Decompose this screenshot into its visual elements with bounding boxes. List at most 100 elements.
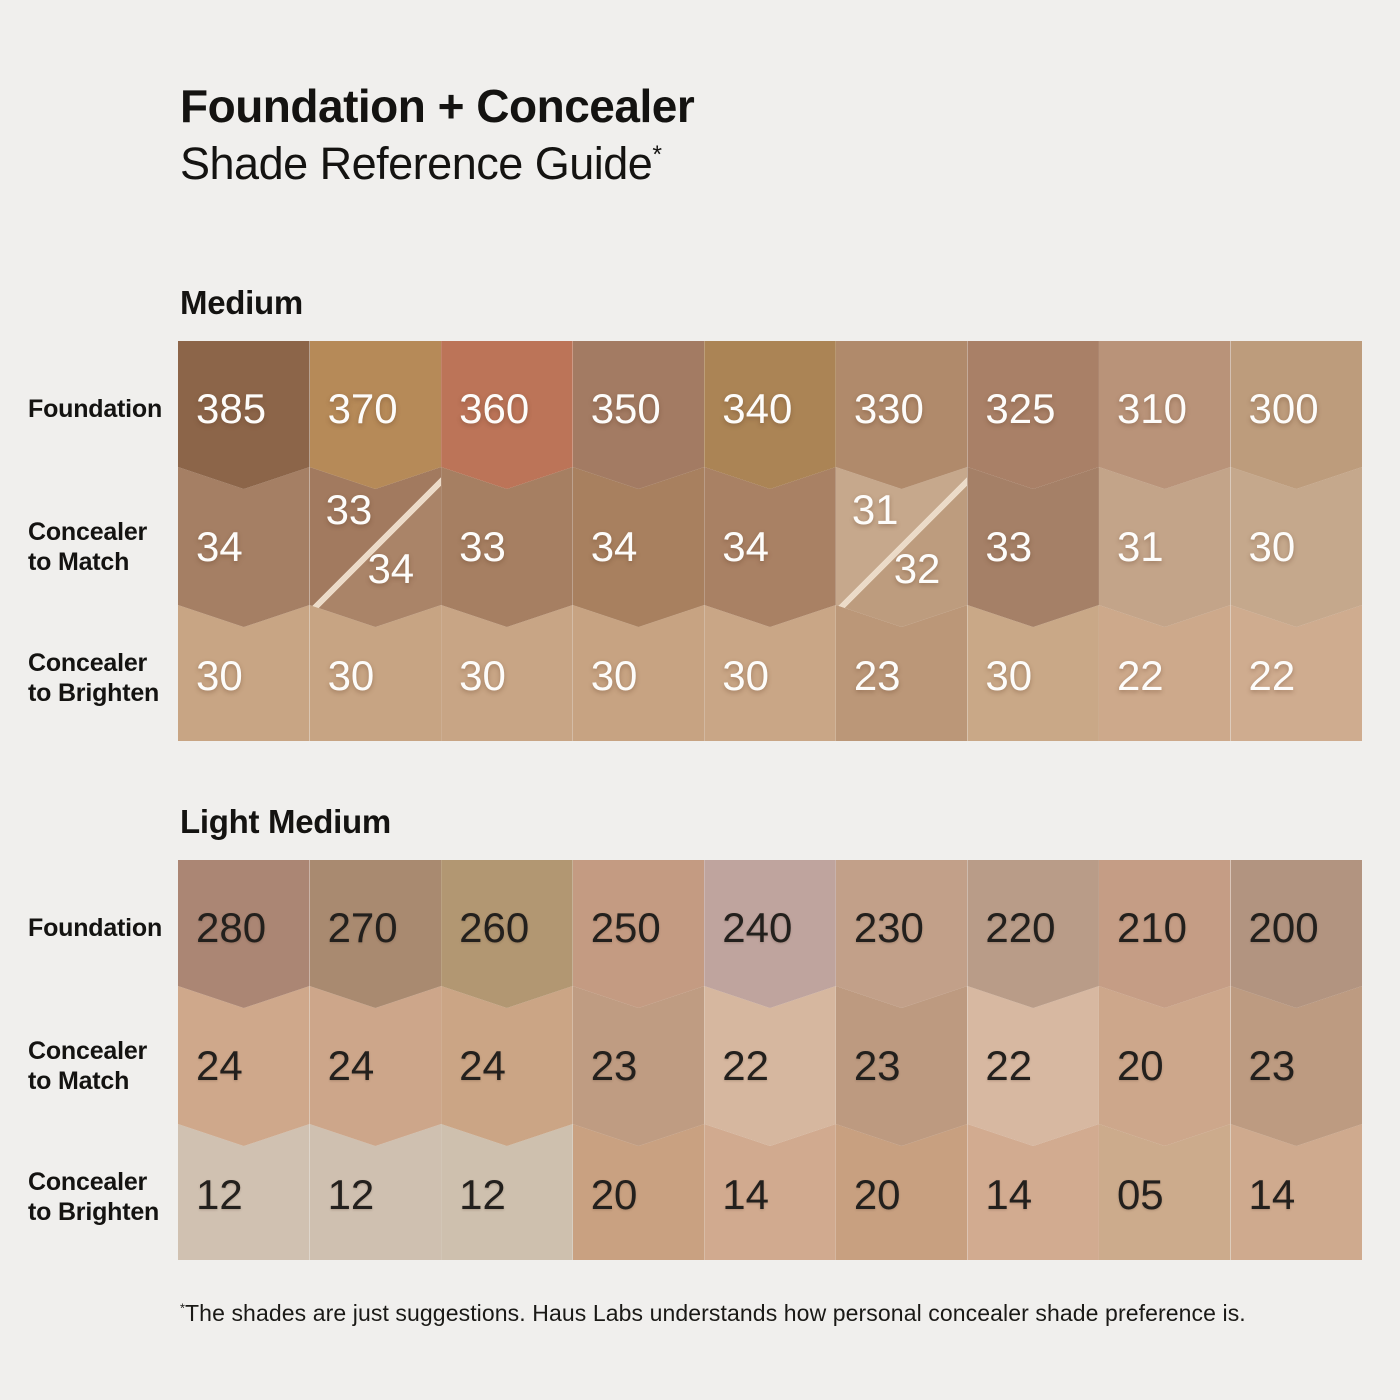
- shade-swatch-foundation-310: 310: [1099, 341, 1231, 489]
- shade-number: 24: [196, 1042, 243, 1089]
- shade-number: 24: [459, 1042, 506, 1089]
- shade-number: 05: [1116, 1170, 1164, 1218]
- shade-row-foundation: 280 270 260 250 240 230 220 210 200: [178, 860, 1362, 1008]
- shade-number: 280: [196, 904, 267, 952]
- shade-swatch-match-34: 34: [178, 467, 310, 627]
- shade-swatch-foundation-200: 200: [1231, 860, 1363, 1008]
- shade-number: 230: [853, 904, 924, 952]
- shade-number: 340: [722, 385, 793, 433]
- shade-swatch-foundation-340: 340: [704, 341, 836, 489]
- shade-swatch-match-24: 24: [310, 986, 442, 1146]
- row-label-line: to Brighten: [28, 1198, 160, 1226]
- shade-number: 32: [893, 545, 941, 593]
- shade-swatch-brighten-30: 30: [572, 605, 705, 741]
- shade-number: 300: [1248, 385, 1319, 433]
- row-label-line: Concealer: [28, 1168, 148, 1196]
- shade-swatch-foundation-325: 325: [967, 341, 1099, 489]
- shade-swatch-match-23: 23: [836, 986, 968, 1146]
- shade-swatch-foundation-240: 240: [704, 860, 836, 1008]
- shade-swatch-brighten-30: 30: [704, 605, 836, 741]
- shade-number: 30: [196, 651, 243, 699]
- shade-swatch-match-22: 22: [967, 986, 1099, 1146]
- row-label-match: Concealer to Match: [28, 517, 174, 577]
- shade-swatch-brighten-30: 30: [178, 605, 310, 741]
- shade-swatch-brighten-20: 20: [835, 1124, 968, 1260]
- page-subtitle: Shade Reference Guide*: [180, 136, 694, 193]
- row-label-match: Concealer to Match: [28, 1036, 174, 1096]
- shade-swatch-foundation-385: 385: [178, 341, 310, 489]
- shade-number: 350: [590, 385, 661, 433]
- shade-row-foundation: 385 370 360 350 340 330 325 310 300: [178, 341, 1362, 489]
- page-subtitle-text: Shade Reference Guide: [180, 137, 653, 189]
- shade-swatch-foundation-270: 270: [310, 860, 442, 1008]
- shade-number: 30: [722, 651, 769, 699]
- shade-number: 30: [327, 651, 375, 699]
- shade-swatch-brighten-05: 05: [1098, 1124, 1231, 1260]
- shade-row-brighten: 12 12 12 20 14 20 14 05 14: [178, 1124, 1363, 1260]
- subtitle-asterisk: *: [652, 141, 662, 169]
- shade-number: 33: [325, 486, 373, 534]
- shade-swatch-match-31-32: 31 32: [836, 467, 968, 627]
- shade-number: 31: [851, 486, 899, 534]
- section-light-medium: Light Medium Foundation Concealer to Match…: [0, 802, 1400, 1260]
- shade-swatch-match-33: 33: [967, 467, 1099, 627]
- shade-number: 22: [722, 1042, 769, 1089]
- shade-number: 325: [985, 385, 1056, 433]
- shade-number: 20: [1116, 1042, 1164, 1089]
- shade-number: 30: [985, 651, 1033, 699]
- shade-number: 24: [327, 1042, 375, 1089]
- footnote: *The shades are just suggestions. Haus L…: [180, 1300, 1246, 1327]
- shade-number: 34: [590, 523, 638, 570]
- shade-swatch-match-30: 30: [1231, 467, 1363, 627]
- shade-swatch-match-33: 33: [441, 467, 573, 627]
- shade-number: 12: [196, 1170, 243, 1218]
- shade-number: 22: [1116, 651, 1164, 699]
- shade-row-match: 24 24 24 23 22 23 22 20 23: [178, 986, 1362, 1146]
- row-label-line: Concealer: [28, 649, 148, 677]
- shade-number: 370: [327, 385, 398, 433]
- footnote-text: The shades are just suggestions. Haus La…: [185, 1300, 1246, 1326]
- shade-number: 34: [722, 523, 769, 570]
- row-label-brighten: Concealer to Brighten: [28, 1167, 174, 1227]
- shade-number: 30: [1248, 523, 1296, 570]
- shade-swatch-brighten-20: 20: [572, 1124, 705, 1260]
- row-label-line: to Match: [28, 548, 130, 576]
- shade-swatch-brighten-14: 14: [967, 1124, 1099, 1260]
- shade-swatch-brighten-12: 12: [309, 1124, 442, 1260]
- shade-swatch-match-24: 24: [441, 986, 573, 1146]
- shade-swatch-foundation-280: 280: [178, 860, 310, 1008]
- shade-number: 210: [1116, 904, 1188, 952]
- shade-swatch-foundation-360: 360: [441, 341, 573, 489]
- shade-number: 30: [459, 651, 506, 699]
- shade-row-brighten: 30 30 30 30 30 23 30 22 22: [178, 605, 1363, 741]
- shade-swatch-foundation-230: 230: [836, 860, 968, 1008]
- shade-number: 270: [327, 904, 398, 952]
- shade-swatch-brighten-30: 30: [441, 605, 573, 741]
- shade-number: 33: [459, 523, 506, 570]
- row-label-line: Foundation: [28, 914, 163, 942]
- shade-swatch-foundation-300: 300: [1231, 341, 1363, 489]
- section-heading-light-medium: Light Medium: [180, 803, 391, 840]
- shade-swatch-match-34: 34: [704, 467, 836, 627]
- shade-number: 12: [327, 1170, 375, 1218]
- shade-swatch-brighten-22: 22: [1098, 605, 1231, 741]
- shade-swatch-foundation-260: 260: [441, 860, 573, 1008]
- row-label-line: Foundation: [28, 395, 163, 423]
- shade-swatch-brighten-14: 14: [1230, 1124, 1363, 1260]
- shade-swatch-brighten-14: 14: [704, 1124, 836, 1260]
- shade-number: 31: [1116, 523, 1164, 570]
- shade-swatch-foundation-210: 210: [1099, 860, 1231, 1008]
- shade-number: 14: [985, 1170, 1033, 1218]
- shade-swatch-foundation-330: 330: [836, 341, 968, 489]
- shade-swatch-brighten-12: 12: [178, 1124, 310, 1260]
- shade-swatch-match-34: 34: [573, 467, 705, 627]
- shade-number: 20: [853, 1170, 901, 1218]
- shade-swatch-foundation-350: 350: [573, 341, 705, 489]
- shade-number: 23: [853, 1042, 901, 1089]
- shade-swatch-foundation-250: 250: [573, 860, 705, 1008]
- shade-number: 23: [853, 651, 901, 699]
- shade-number: 34: [367, 545, 415, 593]
- shade-number: 310: [1116, 385, 1188, 433]
- shade-number: 34: [196, 523, 243, 570]
